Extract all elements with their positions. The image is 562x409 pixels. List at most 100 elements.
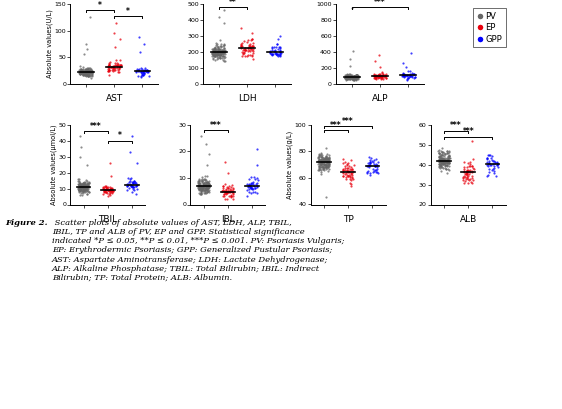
Point: [101, 186, 110, 193]
Point: [439, 149, 448, 155]
Point: [84, 67, 93, 74]
Point: [372, 74, 381, 81]
Point: [126, 175, 135, 182]
Point: [79, 187, 88, 193]
Point: [253, 176, 262, 183]
Point: [343, 75, 352, 81]
Point: [348, 74, 357, 80]
Point: [108, 67, 117, 74]
Point: [81, 68, 90, 75]
Point: [75, 184, 84, 191]
Point: [76, 70, 85, 76]
Point: [347, 72, 356, 79]
Point: [274, 36, 283, 43]
Point: [316, 164, 325, 171]
Point: [441, 160, 450, 166]
Point: [84, 66, 93, 73]
Point: [441, 164, 450, 171]
Point: [217, 49, 226, 56]
Point: [322, 160, 331, 167]
Point: [343, 71, 352, 78]
Point: [341, 74, 350, 80]
Point: [375, 73, 384, 79]
Point: [80, 67, 89, 74]
Point: [75, 187, 84, 193]
Point: [74, 181, 83, 188]
Point: [77, 67, 86, 74]
Point: [127, 182, 136, 189]
Point: [244, 176, 253, 182]
Point: [434, 147, 443, 153]
Point: [401, 72, 410, 78]
Point: [77, 69, 86, 76]
Point: [460, 163, 469, 170]
Point: [84, 73, 93, 80]
Point: [438, 155, 447, 162]
Point: [338, 167, 347, 174]
Point: [345, 168, 353, 175]
Point: [372, 72, 381, 79]
Text: ***: ***: [90, 122, 102, 131]
Point: [443, 155, 452, 161]
Point: [437, 155, 446, 161]
Point: [110, 62, 119, 69]
Point: [82, 188, 91, 195]
Point: [365, 159, 374, 165]
Point: [84, 72, 93, 79]
Point: [276, 44, 285, 50]
Point: [102, 185, 111, 192]
Point: [195, 182, 204, 189]
Point: [445, 153, 454, 160]
Point: [344, 74, 353, 81]
Point: [437, 164, 446, 170]
Point: [78, 184, 87, 190]
Point: [203, 187, 212, 193]
Point: [439, 159, 448, 166]
Point: [80, 186, 89, 192]
Point: [84, 65, 93, 71]
Point: [315, 152, 324, 158]
Point: [318, 157, 327, 163]
Point: [78, 180, 87, 186]
Point: [81, 71, 90, 78]
Point: [82, 67, 91, 74]
Point: [211, 53, 220, 59]
Point: [80, 183, 89, 189]
Point: [125, 184, 134, 191]
Point: [346, 73, 355, 80]
Point: [466, 179, 475, 185]
Point: [213, 51, 222, 58]
Point: [247, 184, 256, 191]
Point: [317, 154, 326, 160]
Point: [347, 174, 356, 181]
Point: [215, 54, 224, 61]
Point: [80, 70, 89, 77]
Point: [315, 156, 324, 162]
Point: [318, 157, 327, 164]
Point: [84, 183, 93, 190]
Point: [129, 184, 138, 190]
Point: [349, 73, 358, 80]
Point: [320, 161, 329, 167]
Point: [80, 186, 89, 193]
Point: [347, 73, 356, 80]
Point: [110, 67, 119, 73]
Point: [79, 180, 88, 186]
Point: [238, 47, 247, 54]
Point: [108, 67, 117, 74]
Point: [211, 50, 220, 57]
Point: [84, 183, 93, 189]
Point: [247, 45, 256, 51]
Point: [444, 153, 453, 160]
Point: [443, 155, 452, 162]
Point: [315, 157, 324, 164]
Point: [209, 47, 218, 53]
Point: [76, 182, 85, 188]
Point: [200, 189, 209, 196]
Point: [217, 47, 226, 54]
Point: [343, 72, 352, 78]
Point: [102, 184, 111, 191]
Point: [346, 75, 355, 81]
Point: [462, 174, 471, 181]
Point: [203, 184, 212, 191]
